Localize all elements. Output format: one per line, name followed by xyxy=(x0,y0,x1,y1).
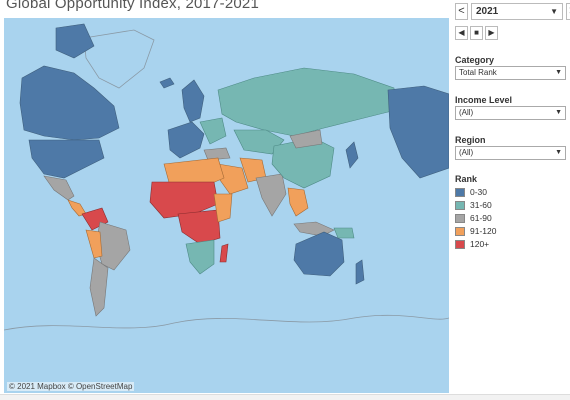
region-east-africa[interactable] xyxy=(213,193,233,223)
play-forward-button[interactable]: ▶ xyxy=(485,26,498,40)
legend-swatch xyxy=(455,226,465,236)
region-russia[interactable] xyxy=(217,67,397,137)
region-label: Region xyxy=(455,135,486,145)
region-madagascar[interactable] xyxy=(219,243,229,263)
region-north-america-east[interactable] xyxy=(387,85,449,179)
region-iceland[interactable] xyxy=(159,77,175,89)
legend-swatch xyxy=(455,200,465,210)
antarctica-outline xyxy=(4,315,449,331)
legend-item[interactable]: 0-30 xyxy=(455,187,487,197)
legend-label: 91-120 xyxy=(470,226,497,236)
year-control: < 2021 ▼ > xyxy=(455,3,570,20)
year-select[interactable]: 2021 ▼ xyxy=(471,3,563,20)
category-label: Category xyxy=(455,55,495,65)
region-select[interactable]: (All) ▼ xyxy=(455,146,566,160)
stop-button[interactable]: ■ xyxy=(470,26,483,40)
category-value: Total Rank xyxy=(459,68,497,77)
region-western-europe[interactable] xyxy=(167,121,205,159)
play-back-button[interactable]: ◀ xyxy=(455,26,468,40)
legend-item[interactable]: 91-120 xyxy=(455,226,496,236)
region-japan[interactable] xyxy=(345,141,359,169)
chevron-down-icon: ▼ xyxy=(555,109,562,116)
region-turkey[interactable] xyxy=(203,147,231,161)
playback-controls: ◀ ■ ▶ xyxy=(455,26,500,40)
chevron-down-icon: ▼ xyxy=(555,149,562,156)
map-canvas[interactable] xyxy=(4,18,449,393)
legend-swatch xyxy=(455,187,465,197)
filter-panel: < 2021 ▼ > ◀ ■ ▶ Category Total Rank ▼ I… xyxy=(455,0,570,394)
legend-label: 31-60 xyxy=(470,200,492,210)
year-value: 2021 xyxy=(476,6,499,17)
region-central-africa[interactable] xyxy=(177,209,221,245)
income-level-select[interactable]: (All) ▼ xyxy=(455,106,566,120)
chevron-down-icon: ▼ xyxy=(550,7,558,16)
region-southern-africa[interactable] xyxy=(185,239,215,275)
year-prev-button[interactable]: < xyxy=(455,3,468,20)
region-india[interactable] xyxy=(255,173,287,217)
legend-label: 120+ xyxy=(470,239,490,249)
region-png[interactable] xyxy=(333,227,355,239)
chevron-down-icon: ▼ xyxy=(555,69,562,76)
legend-label: 0-30 xyxy=(470,187,488,197)
region-value: (All) xyxy=(459,148,474,157)
region-scandinavia[interactable] xyxy=(181,79,205,123)
page-title: Global Opportunity Index, 2017-2021 xyxy=(6,0,259,12)
legend-label: 61-90 xyxy=(470,213,492,223)
map-attribution[interactable]: © 2021 Mapbox © OpenStreetMap xyxy=(7,382,135,391)
legend-item[interactable]: 61-90 xyxy=(455,213,492,223)
legend-item[interactable]: 31-60 xyxy=(455,200,492,210)
region-greenland[interactable] xyxy=(83,29,155,89)
footer-bar xyxy=(0,394,570,400)
region-new-zealand[interactable] xyxy=(355,259,365,285)
region-canada[interactable] xyxy=(19,65,120,141)
region-australia[interactable] xyxy=(293,231,345,277)
region-peru-bolivia[interactable] xyxy=(85,229,103,259)
region-canada-arctic[interactable] xyxy=(55,23,95,59)
category-select[interactable]: Total Rank ▼ xyxy=(455,66,566,80)
region-eastern-europe[interactable] xyxy=(199,117,227,145)
region-usa[interactable] xyxy=(28,139,105,179)
region-mongolia[interactable] xyxy=(289,129,323,149)
legend-swatch xyxy=(455,239,465,249)
choropleth-map[interactable]: © 2021 Mapbox © OpenStreetMap xyxy=(4,18,449,393)
year-next-button[interactable]: > xyxy=(566,3,570,20)
region-mexico[interactable] xyxy=(43,175,75,201)
region-southeast-asia[interactable] xyxy=(287,187,309,217)
region-argentina-chile[interactable] xyxy=(89,257,109,317)
income-level-value: (All) xyxy=(459,108,474,117)
legend-title: Rank xyxy=(455,174,478,184)
legend-item[interactable]: 120+ xyxy=(455,239,489,249)
legend-swatch xyxy=(455,213,465,223)
income-level-label: Income Level xyxy=(455,95,513,105)
